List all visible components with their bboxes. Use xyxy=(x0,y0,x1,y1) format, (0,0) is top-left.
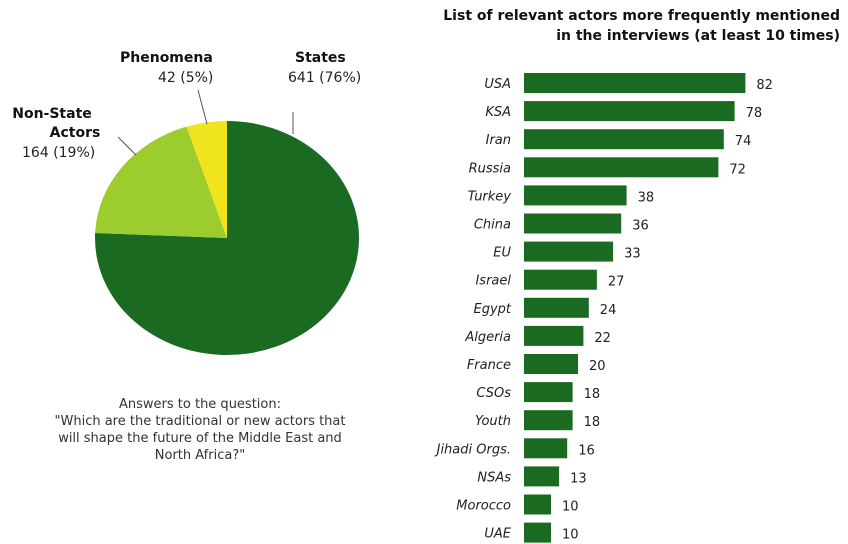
bar-ksa xyxy=(524,101,735,122)
bar-csos xyxy=(524,382,573,403)
bar-category-label-iran: Iran xyxy=(486,133,511,148)
bar-category-label-israel: Israel xyxy=(475,274,511,289)
bar-eu xyxy=(524,241,614,262)
bar-jihadi-orgs xyxy=(524,438,568,459)
pie-value-phenomena: 42 (5%) xyxy=(158,70,213,86)
caption-line: North Africa?" xyxy=(154,448,246,463)
pie-slice-states xyxy=(94,121,360,355)
bar-value-label-turkey: 38 xyxy=(638,190,655,205)
bar-value-label-china: 36 xyxy=(632,219,649,234)
pie-value-states: 641 (76%) xyxy=(288,70,361,86)
bar-title-line: in the interviews (at least 10 times) xyxy=(556,28,840,44)
bar-nsas xyxy=(524,466,560,487)
pie-leader-line xyxy=(197,89,208,125)
bar-value-label-eu: 33 xyxy=(624,247,641,262)
bar-chart-title: List of relevant actors more frequently … xyxy=(380,6,840,46)
bar-category-label-egypt: Egypt xyxy=(473,302,511,317)
caption-line: Answers to the question: xyxy=(119,397,281,412)
bar-category-label-jihadi-orgs: Jihadi Orgs. xyxy=(434,442,511,457)
pie-leader-line xyxy=(117,136,137,156)
bar-value-label-russia: 72 xyxy=(729,162,746,177)
pie-label-non-state-actors: Non-State xyxy=(12,106,92,122)
bar-youth xyxy=(524,410,573,431)
bar-algeria xyxy=(524,325,584,346)
bar-value-label-nsas: 13 xyxy=(570,471,587,486)
bar-category-label-russia: Russia xyxy=(469,161,511,176)
bar-category-label-uae: UAE xyxy=(484,527,511,542)
bar-category-label-usa: USA xyxy=(484,77,511,92)
bar-category-label-algeria: Algeria xyxy=(464,330,511,345)
bar-value-label-france: 20 xyxy=(589,359,606,374)
bar-turkey xyxy=(524,185,627,206)
bar-china xyxy=(524,213,622,234)
pie-label-non-state-actors: Actors xyxy=(50,125,101,141)
bar-value-label-uae: 10 xyxy=(562,528,579,543)
bar-value-label-algeria: 22 xyxy=(594,331,611,346)
pie-caption: Answers to the question: "Which are the … xyxy=(30,396,370,464)
bar-category-label-france: France xyxy=(467,358,511,373)
pie-value-non-state-actors: 164 (19%) xyxy=(22,145,95,161)
bar-value-label-usa: 82 xyxy=(756,78,773,93)
bar-israel xyxy=(524,269,597,290)
bar-category-label-ksa: KSA xyxy=(485,105,511,120)
bar-category-label-nsas: NSAs xyxy=(477,470,511,485)
pie-label-phenomena: Phenomena xyxy=(120,50,213,66)
bar-category-label-youth: Youth xyxy=(475,414,511,429)
bar-value-label-morocco: 10 xyxy=(562,500,579,515)
bar-value-label-egypt: 24 xyxy=(600,303,617,318)
bar-russia xyxy=(524,157,719,178)
bar-category-label-eu: EU xyxy=(493,246,511,261)
bar-category-label-china: China xyxy=(474,218,511,233)
bar-category-label-csos: CSOs xyxy=(476,386,511,401)
bar-france xyxy=(524,354,578,374)
bar-morocco xyxy=(524,494,551,515)
bar-title-line: List of relevant actors more frequently … xyxy=(443,8,840,24)
caption-line: "Which are the traditional or new actors… xyxy=(54,414,346,429)
bar-egypt xyxy=(524,297,589,318)
bar-value-label-israel: 27 xyxy=(608,275,625,290)
bar-usa xyxy=(524,73,746,93)
bar-category-label-morocco: Morocco xyxy=(456,499,511,514)
caption-line: will shape the future of the Middle East… xyxy=(58,431,342,446)
pie-label-states: States xyxy=(295,50,346,66)
bar-iran xyxy=(524,129,724,150)
bar-value-label-iran: 74 xyxy=(735,134,752,149)
pie-slice-non-state-actors xyxy=(95,126,228,238)
bar-value-label-jihadi-orgs: 16 xyxy=(578,443,595,458)
bar-category-label-turkey: Turkey xyxy=(468,189,512,204)
bar-value-label-youth: 18 xyxy=(584,415,601,430)
bar-value-label-csos: 18 xyxy=(584,387,601,402)
bar-uae xyxy=(524,522,551,543)
pie-slice-phenomena xyxy=(186,121,227,238)
bar-value-label-ksa: 78 xyxy=(746,106,763,121)
